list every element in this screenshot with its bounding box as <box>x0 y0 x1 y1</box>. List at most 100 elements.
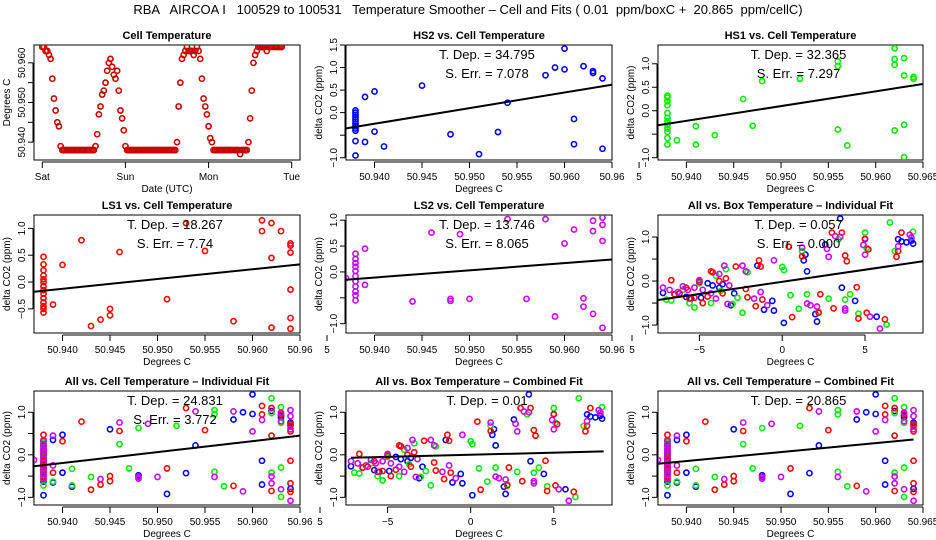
data-point <box>409 298 416 305</box>
data-point <box>352 125 359 132</box>
data-point <box>664 125 671 132</box>
data-point <box>258 410 266 418</box>
data-point <box>78 236 85 244</box>
data-point <box>891 247 899 255</box>
data-point <box>530 469 538 477</box>
data-point <box>40 266 47 274</box>
data-point <box>196 55 204 63</box>
data-point <box>891 45 899 52</box>
data-point <box>855 315 862 322</box>
data-point <box>287 286 294 293</box>
data-point <box>281 0 286 3</box>
data-point <box>909 240 917 248</box>
data-point <box>78 418 85 426</box>
data-point <box>815 408 823 415</box>
data-point <box>248 87 256 95</box>
data-point <box>418 82 426 89</box>
data-point <box>900 72 908 79</box>
data-point <box>258 402 266 410</box>
x-tick-label: −5 <box>382 517 394 528</box>
data-point <box>243 146 251 154</box>
data-point <box>891 487 899 495</box>
data-point <box>40 440 47 448</box>
data-point <box>530 426 538 434</box>
x-tick-label: Sun <box>117 172 135 183</box>
data-point <box>803 267 811 275</box>
data-point <box>412 473 420 481</box>
data-point <box>239 408 247 416</box>
panel-all-vs-cell-individual: All vs. Cell Temperature – Individual Fi… <box>2 376 313 540</box>
y-tick-label: 1.0 <box>329 405 340 419</box>
data-point <box>277 464 285 471</box>
data-point <box>711 131 719 139</box>
data-point <box>734 294 741 302</box>
data-point <box>198 75 206 83</box>
data-point <box>758 424 766 432</box>
data-point <box>583 417 591 425</box>
data-point <box>542 215 549 223</box>
y-tick-label: −1.0 <box>641 147 652 167</box>
data-point <box>492 473 500 480</box>
data-point <box>659 284 667 292</box>
y-tick-label: 0.0 <box>329 265 340 279</box>
x-tick-label: Sat <box>35 172 50 183</box>
data-point <box>287 325 294 333</box>
data-point <box>881 402 889 410</box>
data-point <box>777 473 785 481</box>
y-axis-label: delta CO2 (ppm) <box>626 66 637 140</box>
data-point <box>371 128 378 135</box>
data-point <box>404 444 411 452</box>
y-axis-label: delta CO2 (ppm) <box>314 411 325 485</box>
data-point <box>691 284 698 292</box>
data-point <box>277 409 285 417</box>
data-point <box>873 313 881 321</box>
data-point <box>525 408 533 416</box>
data-point <box>346 274 350 282</box>
data-point <box>113 67 121 75</box>
x-tick-label: 50.965 <box>908 172 936 183</box>
data-point <box>787 465 794 472</box>
data-point <box>458 431 466 439</box>
data-point <box>49 436 57 444</box>
data-point <box>864 245 872 253</box>
data-point <box>40 272 47 280</box>
x-tick-label: 50.96 <box>287 517 312 528</box>
data-point <box>565 497 573 505</box>
y-tick-label: −1.0 <box>329 487 340 507</box>
data-point <box>40 302 47 310</box>
data-point <box>395 472 403 480</box>
x-tick-label: 50.940 <box>671 172 702 183</box>
data-point <box>664 470 671 478</box>
y-tick-label: 1.0 <box>17 221 28 235</box>
data-point <box>287 406 294 414</box>
data-point <box>527 457 534 465</box>
data-point <box>106 305 114 313</box>
data-point <box>87 322 95 330</box>
data-point <box>40 253 47 261</box>
data-point <box>798 252 806 260</box>
data-point <box>561 45 568 53</box>
data-point <box>859 241 867 249</box>
y-tick-label: 50.940 <box>17 126 28 157</box>
data-point <box>49 301 57 308</box>
x-tick-label: 50.950 <box>454 172 485 183</box>
fit-line <box>658 82 923 127</box>
data-point <box>163 295 171 303</box>
annotation-text: S. Err. = 7.297 <box>757 66 840 81</box>
data-point <box>116 440 123 448</box>
annotation-text: T. Dep. = 20.865 <box>751 393 847 408</box>
panel-title: Cell Temperature <box>122 30 211 42</box>
data-point <box>834 406 842 414</box>
data-point <box>100 87 108 95</box>
data-point <box>596 409 604 417</box>
data-point <box>135 475 142 483</box>
y-tick-label: 50.960 <box>17 47 28 78</box>
data-point <box>118 114 126 122</box>
data-point <box>749 122 757 130</box>
x-tick-label: 50.945 <box>407 172 438 183</box>
data-point <box>439 468 446 476</box>
data-point <box>40 275 47 283</box>
data-point <box>589 227 597 235</box>
data-point <box>40 282 47 290</box>
data-point <box>361 138 369 146</box>
